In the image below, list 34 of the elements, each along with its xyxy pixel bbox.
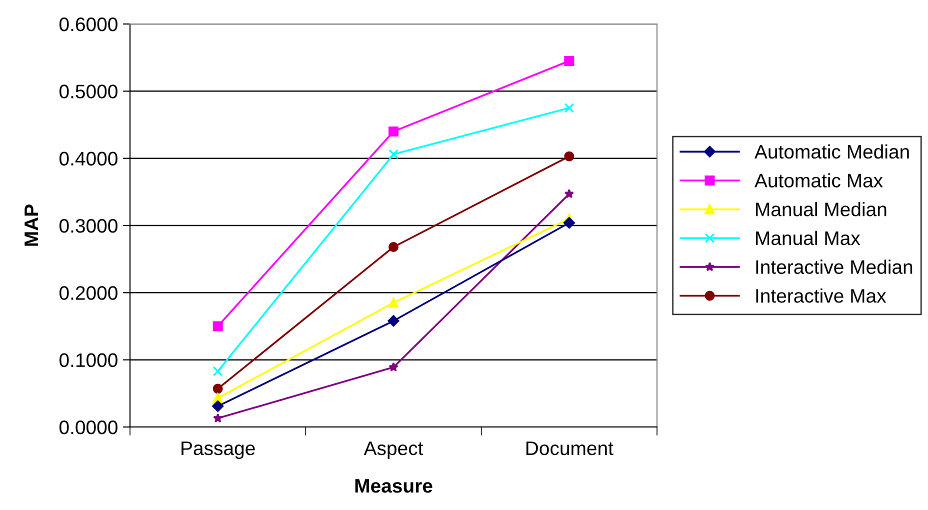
legend-label: Manual Max	[756, 230, 860, 246]
y-tick-label: 0.1000	[59, 353, 118, 368]
legend-label: Automatic Max	[754, 173, 883, 188]
x-tick-label: Document	[526, 442, 614, 456]
point	[564, 102, 574, 113]
point	[388, 315, 400, 327]
point	[388, 298, 398, 308]
y-axis-title: MAP	[24, 204, 38, 246]
point	[388, 362, 398, 372]
point	[212, 321, 223, 332]
point	[564, 56, 574, 66]
y-tick-label: 0.3000	[59, 218, 118, 233]
point	[388, 126, 398, 136]
point	[564, 151, 574, 162]
legend-label: Interactive Median	[756, 260, 912, 274]
y-tick-label: 0.0000	[59, 420, 118, 434]
point	[212, 384, 223, 394]
legend-label: Manual Median	[756, 202, 886, 216]
y-tick-label: 0.2000	[59, 286, 118, 300]
point	[388, 149, 398, 160]
y-tick-label: 0.6000	[59, 17, 118, 32]
y-tick-label: 0.4000	[59, 152, 118, 166]
point	[213, 413, 223, 422]
x-tick-label: Aspect	[364, 442, 424, 460]
y-tick-label: 0.5000	[59, 84, 118, 98]
point	[212, 366, 223, 376]
point	[564, 188, 574, 198]
x-axis-title: Measure	[355, 479, 432, 493]
point	[388, 242, 398, 252]
x-tick-label: Passage	[182, 442, 255, 460]
legend-label: Interactive Max	[756, 288, 886, 303]
point	[563, 217, 575, 229]
legend-label: Automatic Median	[754, 144, 909, 159]
point	[212, 400, 224, 412]
